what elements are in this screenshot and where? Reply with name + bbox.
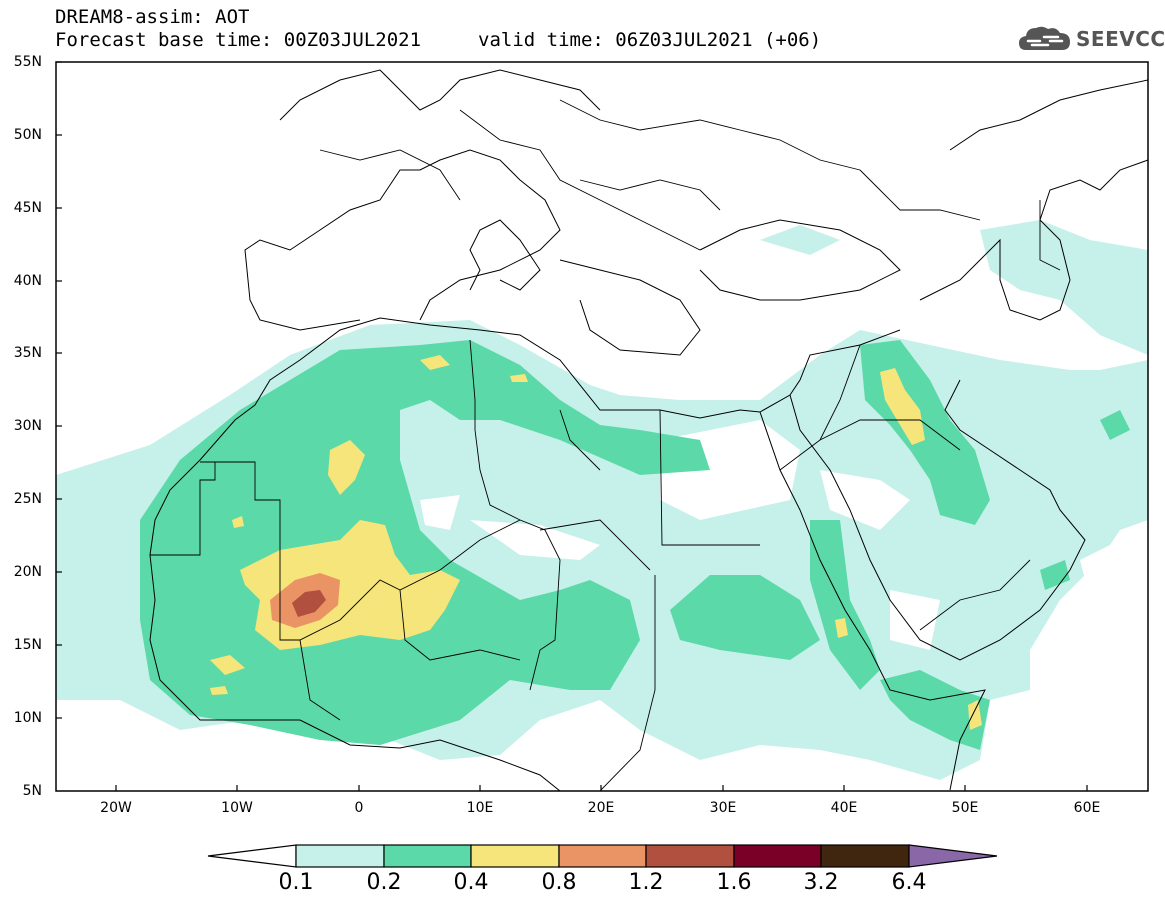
lat-label: 15N [13,637,42,653]
colorbar-label: 3.2 [803,870,839,895]
colorbar-label: 6.4 [891,870,927,895]
lon-label: 0 [354,800,364,816]
forecast-base-time: Forecast base time: 00Z03JUL2021 [55,29,422,51]
lat-label: 55N [13,54,42,70]
seevccc-logo: SEEVCCC [1018,24,1165,54]
lat-label: 45N [13,200,42,216]
lon-label: 40E [830,800,858,816]
colorbar-label: 0.2 [366,870,402,895]
lon-label: 20E [587,800,615,816]
lat-label: 30N [13,418,42,434]
valid-time: valid time: 06Z03JUL2021 (+06) [478,29,822,51]
colorbar-label: 1.2 [628,870,664,895]
lat-label: 20N [13,564,42,580]
country-borders [150,99,1061,791]
lon-label: 50E [951,800,979,816]
map-title: DREAM8-assim: AOT [55,6,250,28]
axis-ticks [56,61,1088,791]
lat-label: 25N [13,491,42,507]
cloud-icon [1019,26,1070,50]
lon-label: 10E [466,800,494,816]
colorbar-label: 1.6 [716,870,752,895]
aot-level-1.2 [292,590,326,617]
lon-label: 20W [100,800,132,816]
colorbar-label: 0.1 [278,870,314,895]
lat-label: 10N [13,710,42,726]
coastlines [149,69,1148,791]
aot-contours [56,220,1148,780]
lat-label: 50N [13,127,42,143]
lon-label: 60E [1073,800,1101,816]
lat-label: 35N [13,345,42,361]
lon-label: 10W [221,800,253,816]
aot-map [55,61,1149,792]
colorbar-label: 0.8 [541,870,577,895]
lon-label: 30E [709,800,737,816]
colorbar-label: 0.4 [453,870,489,895]
lat-label: 40N [13,273,42,289]
logo-text: SEEVCCC [1076,27,1165,51]
lat-label: 5N [22,783,42,799]
